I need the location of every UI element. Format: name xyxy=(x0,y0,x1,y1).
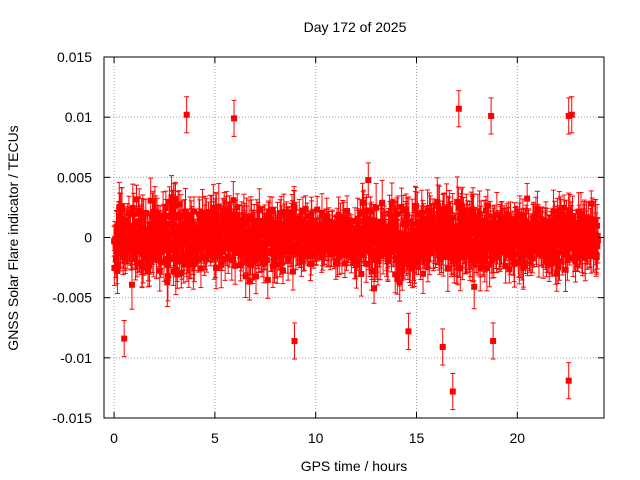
y-tick-label: 0.01 xyxy=(65,109,92,125)
data-point xyxy=(405,312,412,350)
data-point xyxy=(488,97,495,135)
x-tick-label: 15 xyxy=(409,430,425,446)
data-point xyxy=(588,190,595,217)
plot-points xyxy=(111,90,601,411)
data-point xyxy=(449,372,456,411)
x-tick-label: 5 xyxy=(211,430,219,446)
data-point xyxy=(183,96,190,134)
data-point xyxy=(365,162,372,198)
data-point xyxy=(565,97,572,135)
data-point xyxy=(121,320,128,358)
chart-title: Day 172 of 2025 xyxy=(304,19,407,35)
x-ticks: 0 5 10 15 20 xyxy=(110,57,525,446)
y-tick-label: -0.005 xyxy=(52,290,92,306)
data-point xyxy=(565,362,572,400)
x-tick-label: 10 xyxy=(308,430,324,446)
data-point xyxy=(568,96,575,134)
data-point xyxy=(291,322,298,360)
y-tick-label: -0.01 xyxy=(60,350,92,366)
y-tick-label: -0.015 xyxy=(52,410,92,426)
y-tick-label: 0.015 xyxy=(57,49,92,65)
data-point xyxy=(594,217,601,264)
x-tick-label: 0 xyxy=(110,430,118,446)
y-tick-label: 0.005 xyxy=(57,169,92,185)
y-axis-label: GNSS Solar Flare indicator / TECUs xyxy=(5,125,21,350)
data-point xyxy=(455,90,462,128)
x-tick-label: 20 xyxy=(510,430,526,446)
y-ticks: -0.015 -0.01 -0.005 0 0.005 0.01 0.015 xyxy=(52,49,604,426)
data-point xyxy=(264,260,271,299)
y-tick-label: 0 xyxy=(84,230,92,246)
data-point xyxy=(439,328,446,366)
x-axis-label: GPS time / hours xyxy=(301,458,408,474)
data-point xyxy=(490,322,497,360)
data-point xyxy=(231,99,238,137)
